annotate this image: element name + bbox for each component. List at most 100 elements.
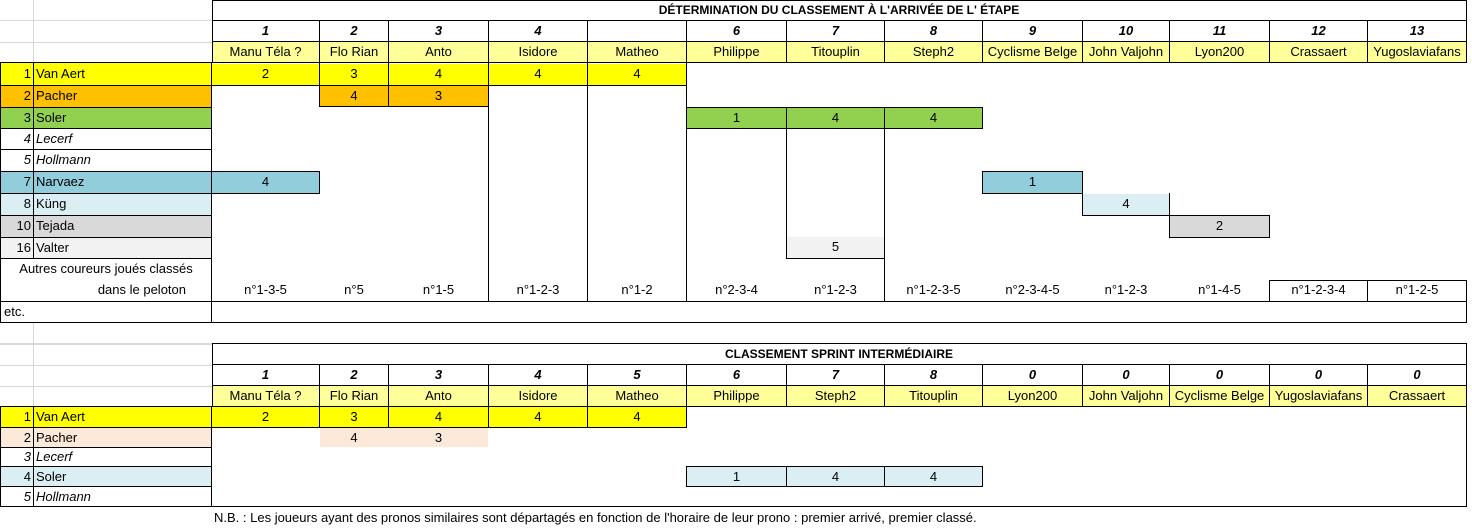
player-name: Flo Rian (329, 388, 379, 403)
pick-cell: 4 (633, 409, 641, 424)
other-riders-cell: n°1-4-5 (1198, 282, 1241, 297)
rider-name: Pacher (36, 88, 78, 103)
other-riders-cell: n°1-5 (422, 282, 455, 297)
other-riders-cell: n°1-2-3 (814, 282, 857, 297)
rider-number: 4 (23, 131, 31, 146)
player-name: Yugoslaviafans (1274, 388, 1363, 403)
player-number: 13 (1409, 23, 1425, 38)
other-riders-label: Autres coureurs joués classés (19, 261, 193, 276)
rider-number: 2 (23, 88, 31, 103)
player-number: 4 (534, 367, 542, 382)
player-name: Matheo (615, 388, 659, 403)
rider-name: Van Aert (36, 66, 85, 81)
player-number (588, 21, 686, 41)
etc-label: etc. (4, 304, 25, 319)
player-name: Anto (425, 388, 452, 403)
rider-number: 2 (23, 430, 31, 445)
player-name: Crassaert (1290, 44, 1347, 59)
rider-name: Pacher (36, 430, 78, 445)
pick-cell: 2 (261, 409, 270, 424)
pick-cell: 4 (350, 430, 358, 445)
pick-cell: 1 (1028, 174, 1037, 189)
pick-cell: 4 (929, 110, 938, 125)
player-name: Isidore (518, 388, 558, 403)
player-name: Steph2 (912, 44, 955, 59)
pick-cell: 4 (434, 66, 443, 81)
player-name: Manu Téla ? (229, 44, 302, 59)
player-number: 2 (350, 23, 358, 38)
sprint-table-title: CLASSEMENT SPRINT INTERMÉDIAIRE (724, 347, 953, 361)
other-riders-cell: n°5 (344, 282, 364, 297)
other-riders-cell: n°1-3-5 (244, 282, 287, 297)
pick-cell: 1 (732, 110, 741, 125)
rider-name: Soler (36, 110, 67, 125)
rider-number: 10 (16, 218, 31, 233)
rider-name: Tejada (36, 218, 75, 233)
player-number: 0 (1413, 367, 1421, 382)
rider-name: Valter (36, 240, 69, 255)
rider-name: Küng (36, 196, 67, 211)
other-riders-cell: n°1-2 (621, 282, 653, 297)
player-number: 1 (261, 23, 270, 38)
pick-cell: 4 (534, 66, 542, 81)
rider-number: 1 (23, 66, 31, 81)
player-number: 0 (1028, 367, 1037, 382)
rider-name: Soler (36, 469, 67, 484)
player-number: 0 (1215, 367, 1224, 382)
player-number: 9 (1028, 23, 1037, 38)
rider-name: Hollmann (36, 489, 91, 504)
player-number: 6 (732, 367, 741, 382)
player-name: Lyon200 (1194, 44, 1245, 59)
rider-number: 3 (23, 449, 31, 464)
player-name: Philippe (713, 388, 760, 403)
player-number: 0 (1122, 367, 1130, 382)
pick-cell: 1 (732, 469, 741, 484)
rider-number: 5 (23, 152, 31, 167)
player-number: 6 (732, 23, 741, 38)
player-name: Titouplin (811, 44, 860, 59)
player-name: Isidore (518, 44, 558, 59)
rider-number: 5 (23, 489, 31, 504)
pick-cell: 3 (350, 66, 358, 81)
other-riders-cell: n°1-2-3-5 (906, 282, 961, 297)
player-name: Anto (425, 44, 452, 59)
rider-number: 8 (23, 196, 31, 211)
rider-name: Lecerf (36, 449, 73, 464)
player-number: 2 (350, 367, 358, 382)
other-riders-label: dans le peloton (97, 282, 186, 297)
player-number: 7 (831, 367, 840, 382)
pick-cell: 4 (261, 174, 270, 189)
player-name: Titouplin (909, 388, 958, 403)
player-name: Matheo (615, 44, 659, 59)
rider-number: 1 (23, 409, 31, 424)
rider-number: 3 (23, 110, 31, 125)
other-riders-cell: n°1-2-3 (516, 282, 560, 297)
player-number: 5 (633, 367, 641, 382)
pick-cell: 4 (534, 409, 542, 424)
pick-cell: 4 (929, 469, 938, 484)
rider-number: 7 (23, 174, 31, 189)
other-riders-cell: n°1-2-5 (1395, 282, 1439, 297)
rider-number: 4 (23, 469, 31, 484)
pick-cell: 3 (434, 88, 443, 103)
player-name: Philippe (713, 44, 760, 59)
rider-name: Hollmann (36, 152, 91, 167)
player-number: 3 (434, 367, 443, 382)
pick-cell: 4 (831, 110, 840, 125)
player-number: 4 (534, 23, 542, 38)
player-name: Steph2 (814, 388, 857, 403)
stage-table-title: DÉTERMINATION DU CLASSEMENT À L'ARRIVÉE … (658, 3, 1020, 17)
rider-name: Lecerf (36, 131, 73, 146)
player-name: John Valjohn (1088, 44, 1164, 59)
player-name: Cyclisme Belge (1174, 388, 1265, 403)
pick-cell: 3 (434, 430, 443, 445)
player-number: 1 (261, 367, 270, 382)
player-name: Lyon200 (1007, 388, 1058, 403)
pick-cell: 4 (1122, 196, 1130, 211)
pick-cell: 4 (350, 88, 358, 103)
pick-cell: 4 (633, 66, 641, 81)
rider-name: Narvaez (36, 174, 85, 189)
pick-cell: 2 (1215, 218, 1224, 233)
player-name: Yugoslaviafans (1373, 44, 1461, 59)
player-number: 0 (1314, 367, 1323, 382)
